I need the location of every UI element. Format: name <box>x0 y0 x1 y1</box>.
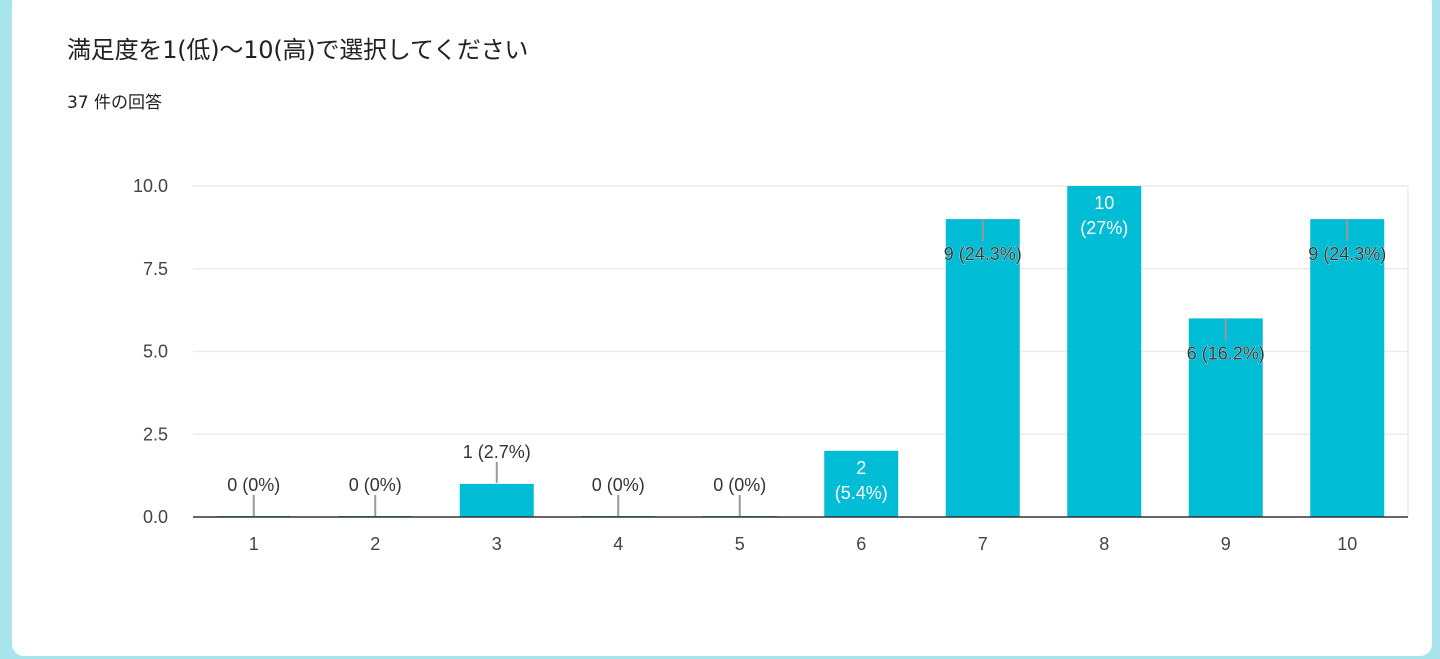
data-label: 2 <box>856 458 866 478</box>
x-tick-label: 9 <box>1221 534 1231 554</box>
x-tick-label: 4 <box>613 534 623 554</box>
data-labels: 0 (0%) 0 (0%) 1 (2.7%) 0 (0%) 0 (0%) 2 (5.4%) 9… <box>227 193 1387 516</box>
bars <box>216 186 1385 517</box>
data-label: 0 (0%) <box>713 475 766 495</box>
bar[interactable] <box>1188 318 1263 517</box>
y-tick-label: 7.5 <box>143 259 168 279</box>
bar[interactable] <box>1067 186 1142 517</box>
data-label: 6 (16.2%) <box>1187 343 1265 363</box>
x-tick-label: 8 <box>1099 534 1109 554</box>
data-label: 9 (24.3%) <box>944 244 1022 264</box>
data-label: 0 (0%) <box>227 475 280 495</box>
question-title: 満足度を1(低)〜10(高)で選択してください <box>67 36 529 64</box>
x-tick-label: 6 <box>856 534 866 554</box>
response-count: 37 件の回答 <box>67 93 163 113</box>
x-tick-label: 1 <box>249 534 259 554</box>
x-tick-label: 5 <box>735 534 745 554</box>
x-tick-label: 3 <box>492 534 502 554</box>
data-label: 9 (24.3%) <box>1308 244 1386 264</box>
x-tick-label: 2 <box>370 534 380 554</box>
data-label: 10 <box>1094 193 1114 213</box>
bar[interactable] <box>945 219 1020 517</box>
data-label: (5.4%) <box>835 483 888 503</box>
data-label: 1 (2.7%) <box>463 442 531 462</box>
data-label: (27%) <box>1080 218 1128 238</box>
x-axis-ticks: 1 2 3 4 5 6 7 8 9 10 <box>249 534 1358 554</box>
data-label: 0 (0%) <box>592 475 645 495</box>
x-tick-label: 7 <box>978 534 988 554</box>
bar[interactable] <box>824 450 899 517</box>
x-tick-label: 10 <box>1337 534 1357 554</box>
y-tick-label: 2.5 <box>143 424 168 444</box>
y-axis-ticks: 0.0 2.5 5.0 7.5 10.0 <box>133 176 168 527</box>
y-tick-label: 5.0 <box>143 342 168 362</box>
y-tick-label: 0.0 <box>143 507 168 527</box>
y-tick-label: 10.0 <box>133 176 168 196</box>
bar[interactable] <box>459 483 534 517</box>
data-label: 0 (0%) <box>349 475 402 495</box>
bar[interactable] <box>1310 219 1385 517</box>
